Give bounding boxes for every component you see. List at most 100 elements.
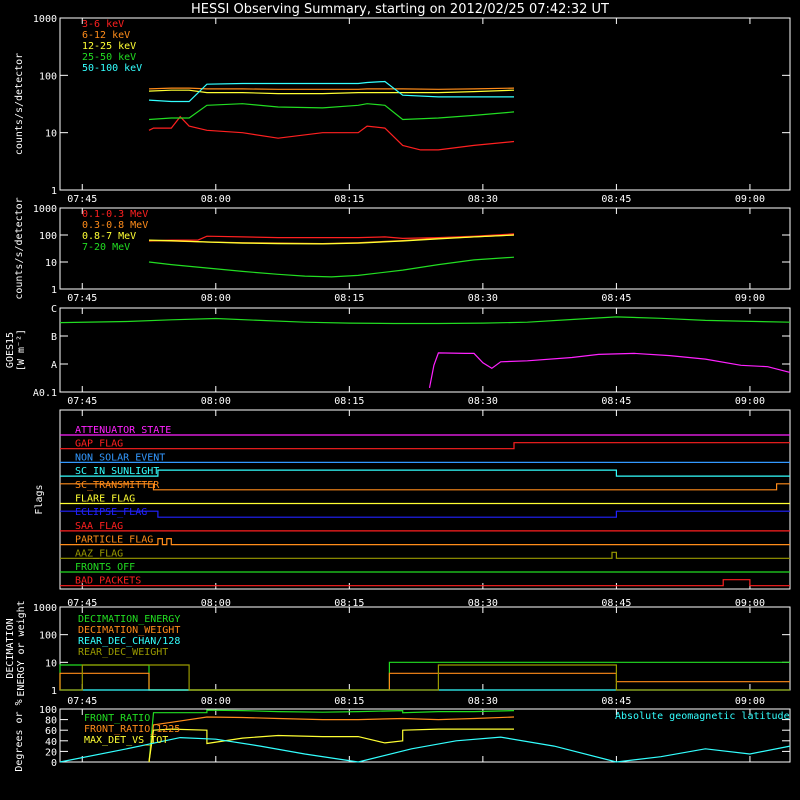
flag-label: PARTICLE_FLAG: [75, 535, 153, 546]
y-tick-label: 40: [45, 737, 57, 748]
series-line-1: [148, 115, 515, 151]
legend-entry: 3-6 keV: [82, 19, 124, 30]
y-tick-label: 10: [45, 258, 57, 269]
legend-entry: FRONT_RATIO: [84, 713, 150, 724]
series-line-1: [148, 709, 515, 763]
panel-panel2: 07:4508:0008:1508:3008:4509:0009:1511010…: [14, 197, 791, 304]
x-tick-label: 08:45: [601, 293, 631, 304]
flag-line-9: [60, 537, 790, 546]
series-line-4: [59, 736, 791, 763]
y-tick-label: 80: [45, 716, 57, 727]
panel-goes: 07:4508:0008:1508:3008:4509:0009:15A0.1A…: [5, 304, 791, 407]
x-tick-label: 08:00: [201, 293, 231, 304]
x-tick-label: 08:00: [201, 194, 231, 205]
chart-title: HESSI Observing Summary, starting on 201…: [191, 2, 609, 17]
x-tick-label: 09:00: [735, 598, 765, 609]
y-axis-label: GOES15: [5, 332, 16, 368]
flag-label: AAZ_FLAG: [75, 548, 123, 559]
panel-frame-4: [59, 409, 791, 590]
legend-entry: 6-12 keV: [82, 30, 130, 41]
x-tick-label: 08:15: [334, 194, 364, 205]
flag-label: SC_TRANSMITTER: [75, 480, 160, 491]
legend-entry: 50-100 keV: [82, 63, 142, 74]
y-tick-label: A0.1: [33, 388, 57, 399]
x-tick-label: 09:00: [735, 194, 765, 205]
x-tick-label: 08:30: [468, 696, 498, 707]
flag-label: SC_IN_SUNLIGHT: [75, 466, 159, 477]
legend-entry: FRONT_RATIO_1225: [84, 724, 180, 735]
x-tick-label: 08:15: [334, 396, 364, 407]
y-tick-label: 1000: [33, 204, 57, 215]
series-line-2: [428, 352, 791, 389]
panel-frame-2: [59, 207, 791, 290]
legend-entry: 25-50 keV: [82, 52, 136, 63]
x-tick-label: 07:45: [67, 598, 97, 609]
x-tick-label: 08:00: [201, 696, 231, 707]
x-tick-label: 08:15: [334, 293, 364, 304]
legend-entry: 0.1-0.3 MeV: [82, 209, 148, 220]
x-tick-label: 07:45: [67, 696, 97, 707]
legend-entry: 0.8-7 MeV: [82, 231, 136, 242]
flag-label: SAA_FLAG: [75, 521, 123, 532]
x-tick-label: 08:45: [601, 598, 631, 609]
panel-frame-3: [59, 307, 791, 393]
flag-label: FRONTS_OFF: [75, 562, 135, 573]
y-tick-label: 1: [51, 285, 57, 296]
y-axis-label: Degrees or %: [14, 699, 25, 771]
flag-label: FLARE_FLAG: [75, 494, 135, 505]
x-tick-label: 08:30: [468, 293, 498, 304]
flag-label: ECLIPSE_FLAG: [75, 507, 147, 518]
series-line-2: [148, 716, 515, 763]
x-tick-label: 08:00: [201, 598, 231, 609]
y-tick-label: 100: [39, 705, 57, 716]
legend-entry: DECIMATION_WEIGHT: [78, 625, 180, 636]
x-tick-label: 08:30: [468, 598, 498, 609]
geomagnetic-latitude-annotation: Absolute geomagnetic latitude: [615, 711, 790, 722]
series-line-3: [148, 89, 515, 95]
x-tick-label: 08:45: [601, 194, 631, 205]
panel-frame-1: [59, 17, 791, 191]
panel-decimation: 07:4508:0008:1508:3008:4509:0009:1511010…: [5, 600, 791, 707]
y-axis-label-2: ENERGY or weight: [16, 600, 27, 696]
y-axis-label-2: [W m⁻²]: [16, 329, 27, 371]
x-tick-label: 08:30: [468, 194, 498, 205]
series-line-5: [148, 80, 514, 103]
series-line-3: [148, 234, 515, 245]
y-axis-label: DECIMATION: [5, 618, 16, 678]
y-tick-label: A: [51, 360, 57, 371]
y-tick-label: 1: [51, 186, 57, 197]
y-tick-label: 1000: [33, 603, 57, 614]
flag-label: NON_SOLAR_EVENT: [75, 452, 165, 463]
x-tick-label: 08:45: [601, 696, 631, 707]
flag-label: GAP_FLAG: [75, 439, 123, 450]
y-tick-label: 100: [39, 71, 57, 82]
flag-label: BAD_PACKETS: [75, 576, 141, 587]
series-line-4: [148, 103, 515, 121]
x-tick-label: 08:30: [468, 396, 498, 407]
panel-frame-6: [59, 708, 791, 763]
y-tick-label: 10: [45, 129, 57, 140]
flag-line-12: [60, 579, 790, 587]
y-tick-label: 20: [45, 747, 57, 758]
flag-line-2: [60, 442, 790, 450]
y-tick-label: B: [51, 332, 57, 343]
x-tick-label: 09:00: [735, 696, 765, 707]
x-tick-label: 08:15: [334, 696, 364, 707]
y-tick-label: 1000: [33, 14, 57, 25]
panel-flags: 07:4508:0008:1508:3008:4509:0009:15Flags…: [34, 409, 791, 609]
y-tick-label: C: [51, 304, 57, 315]
y-tick-label: 0: [51, 758, 57, 769]
series-line-1: [148, 233, 515, 242]
x-tick-label: 08:15: [334, 598, 364, 609]
x-tick-label: 08:00: [201, 396, 231, 407]
series-line-1: [59, 316, 791, 325]
x-tick-label: 07:45: [67, 293, 97, 304]
flag-label: ATTENUATOR_STATE: [75, 425, 171, 436]
y-tick-label: 100: [39, 631, 57, 642]
y-tick-label: 1: [51, 686, 57, 697]
legend-entry: 7-20 MeV: [82, 242, 130, 253]
flag-line-5: [60, 483, 790, 491]
